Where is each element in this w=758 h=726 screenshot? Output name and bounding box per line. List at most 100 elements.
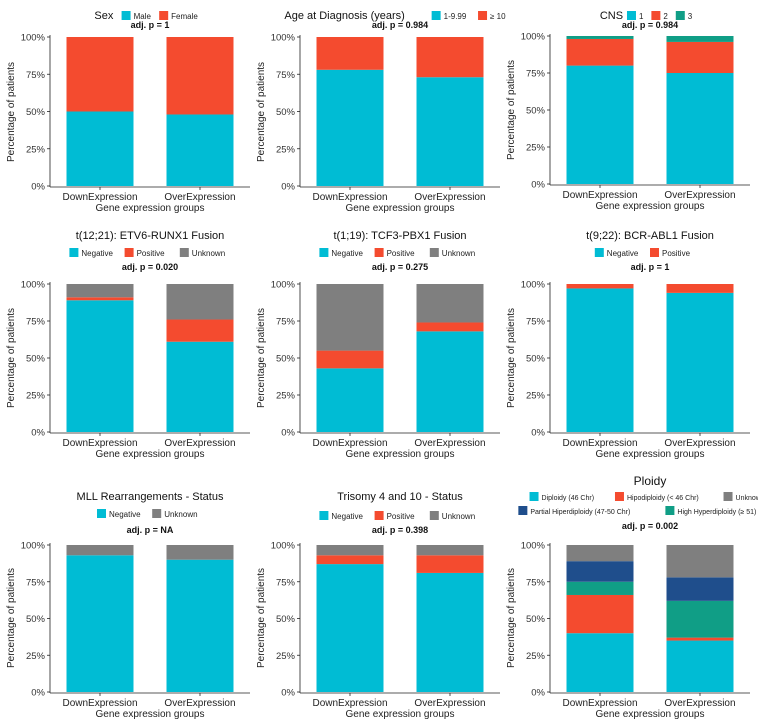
x-tick-label: OverExpression [664, 190, 735, 201]
chart-panel-9: Ploidy Diploidy (46 Chr) Hipodiploidy (< 4… [506, 474, 758, 720]
bar-downexpression-1 [566, 65, 634, 184]
bar-overexpression-3 [666, 36, 734, 42]
y-tick-label: 75% [276, 317, 296, 328]
legend-swatch [319, 511, 329, 520]
y-tick-label: 0% [281, 688, 295, 699]
legend-label: Negative [331, 249, 363, 258]
y-tick-label: 100% [521, 32, 546, 43]
y-tick-label: 100% [271, 33, 296, 44]
chart-panel-5: t(1;19): TCF3-PBX1 Fusion Negative Positiv… [256, 230, 500, 460]
bar-downexpression-3 [566, 36, 634, 39]
chart-panel-6: t(9;22): BCR-ABL1 Fusion Negative Positive… [506, 230, 750, 460]
bar-overexpression-unknown [416, 284, 484, 323]
bar-overexpression-female [166, 37, 234, 115]
legend-label: Positive [662, 249, 691, 258]
legend-swatch [594, 248, 604, 257]
bar-downexpression-negative [66, 300, 134, 432]
bar-overexpression-partial-hiperdiploidy-47-50-chr- [666, 577, 734, 601]
legend-swatch [650, 248, 659, 257]
legend-swatch [665, 506, 675, 515]
y-tick-label: 75% [26, 577, 46, 588]
bar-overexpression-negative [166, 341, 234, 432]
y-tick-label: 25% [276, 144, 296, 155]
bar-downexpression-unknown [316, 545, 384, 556]
legend-label: Negative [331, 512, 363, 521]
x-axis-title: Gene expression groups [596, 709, 705, 720]
chart-panel-3: CNS 1 2 3 adj. p = 0.984 0% 25% 50% 75% 100% Perce… [506, 10, 750, 212]
y-tick-label: 0% [531, 180, 545, 191]
bar-downexpression-1-9-99 [316, 69, 384, 186]
y-tick-label: 50% [526, 354, 546, 365]
p-value-label: adj. p = 1 [131, 20, 170, 30]
legend-label: Partial Hiperdiploidy (47-50 Chr) [530, 509, 630, 516]
chart-panel-2: Age at Diagnosis (years) 1-9.99 ≥ 10 adj. p… [256, 10, 506, 214]
bar-downexpression-2 [566, 38, 634, 66]
x-axis-title: Gene expression groups [96, 449, 205, 460]
y-tick-label: 25% [526, 651, 546, 662]
x-axis-title: Gene expression groups [346, 203, 455, 214]
legend-swatch [429, 248, 439, 257]
bar-downexpression-female [66, 37, 134, 112]
y-axis-title: Percentage of patients [256, 568, 267, 668]
p-value-label: adj. p = 0.002 [622, 521, 678, 531]
legend-label: 1 [639, 12, 644, 21]
chart-title: Ploidy [634, 474, 667, 488]
chart-title: Age at Diagnosis (years) [284, 10, 404, 22]
chart-panel-4: t(12;21): ETV6-RUNX1 Fusion Negative Posit… [6, 230, 250, 460]
bar-downexpression-unknown [566, 545, 634, 562]
legend-swatch [124, 248, 134, 257]
legend-swatch [374, 248, 384, 257]
p-value-label: adj. p = 0.984 [372, 20, 428, 30]
y-tick-label: 100% [521, 280, 546, 291]
legend-swatch [529, 492, 539, 501]
y-tick-label: 0% [31, 428, 45, 439]
bar-downexpression-positive [66, 297, 134, 301]
y-tick-label: 100% [271, 541, 296, 552]
legend-label: 1-9.99 [444, 12, 467, 21]
bar-downexpression-unknown [66, 545, 134, 556]
x-tick-label: DownExpression [562, 438, 637, 449]
legend-label: Diploidy (46 Chr) [542, 495, 595, 502]
bar-downexpression-negative [316, 368, 384, 432]
bar-downexpression-negative [66, 555, 134, 692]
bar-downexpression-hipodiploidy-46-chr- [566, 594, 634, 634]
x-tick-label: DownExpression [62, 698, 137, 709]
chart-title: MLL Rearrangements - Status [77, 491, 224, 503]
bar-overexpression-negative [416, 572, 484, 692]
legend-label: 3 [688, 12, 693, 21]
x-tick-label: OverExpression [164, 192, 235, 203]
x-tick-label: DownExpression [312, 438, 387, 449]
y-tick-label: 0% [281, 182, 295, 193]
y-tick-label: 50% [276, 614, 296, 625]
bar-overexpression-positive [416, 555, 484, 573]
x-tick-label: OverExpression [664, 438, 735, 449]
bar-downexpression-positive [316, 555, 384, 565]
legend-label: High Hyperdiploidy (≥ 51) [677, 509, 756, 516]
legend-label: 2 [663, 12, 668, 21]
y-tick-label: 0% [31, 182, 45, 193]
legend-swatch [374, 511, 384, 520]
x-tick-label: OverExpression [414, 192, 485, 203]
bar-overexpression-positive [166, 319, 234, 342]
bar-downexpression-positive [316, 350, 384, 369]
legend-swatch [159, 11, 169, 20]
bar-overexpression-negative [166, 559, 234, 692]
x-tick-label: DownExpression [312, 698, 387, 709]
y-tick-label: 50% [276, 354, 296, 365]
bar-overexpression-1 [666, 73, 734, 184]
bar-overexpression-unknown [166, 545, 234, 560]
legend-label: Male [134, 12, 152, 21]
y-tick-label: 0% [31, 688, 45, 699]
y-tick-label: 50% [526, 106, 546, 117]
x-tick-label: DownExpression [562, 190, 637, 201]
bar-overexpression-positive [666, 284, 734, 293]
legend-swatch [675, 11, 685, 20]
bar-downexpression-negative [566, 288, 634, 432]
chart-title: t(12;21): ETV6-RUNX1 Fusion [76, 230, 225, 242]
x-axis-title: Gene expression groups [596, 201, 705, 212]
x-tick-label: DownExpression [312, 192, 387, 203]
p-value-label: adj. p = NA [127, 525, 174, 535]
chart-title: Sex [94, 10, 113, 22]
